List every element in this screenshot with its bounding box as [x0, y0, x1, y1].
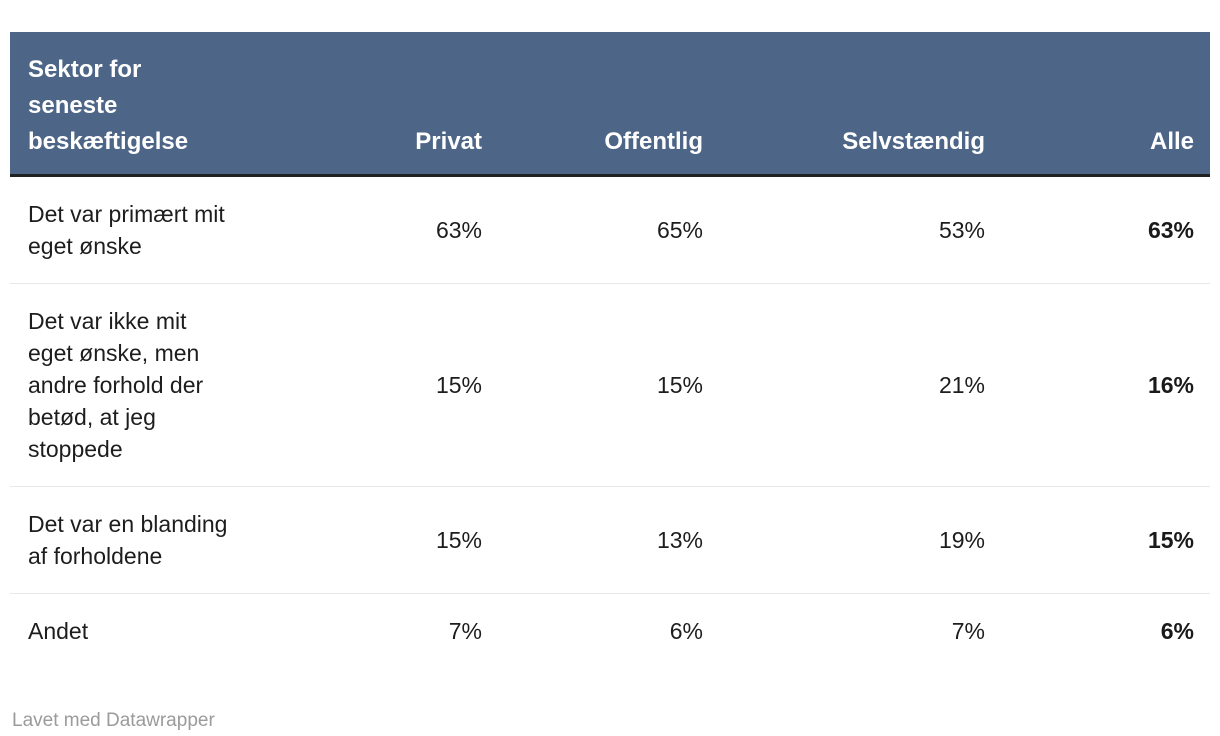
header-label-column: Sektor for seneste beskæftigelse: [10, 32, 305, 177]
cell-privat: 7%: [448, 618, 482, 644]
cell-offentlig: 15%: [492, 283, 713, 487]
header-row: Sektor for seneste beskæftigelse Privat …: [10, 32, 1210, 177]
header-col-offentlig: Offentlig: [492, 32, 713, 177]
cell-offentlig: 6%: [669, 618, 703, 644]
datawrapper-attribution-link[interactable]: Lavet med Datawrapper: [12, 710, 215, 731]
header-label-text: Sektor for seneste beskæftigelse: [28, 56, 189, 155]
table-row-andet: Andet 7% 6% 7% 6%: [10, 594, 1210, 669]
row-label: Det var en blanding af forholdene: [10, 486, 305, 594]
row-label-text: Andet: [28, 618, 89, 644]
table-row-ikke-eget-onske: Det var ikke mit eget ønske, men andre f…: [10, 283, 1210, 487]
cell-privat: 63%: [305, 175, 492, 284]
cell-alle: 6%: [1160, 618, 1194, 644]
cell-selvstaendig: 53%: [713, 175, 995, 284]
cell-selvstaendig: 21%: [713, 283, 995, 487]
table-row-primaert-eget-onske: Det var primært mit eget ønske 63% 65% 5…: [10, 175, 1210, 284]
row-label: Det var ikke mit eget ønske, men andre f…: [10, 283, 305, 487]
header-col-privat: Privat: [305, 32, 492, 177]
row-label-text: Det var ikke mit eget ønske, men andre f…: [28, 308, 204, 462]
cell-offentlig: 65%: [492, 175, 713, 284]
data-table: Sektor for seneste beskæftigelse Privat …: [10, 32, 1210, 668]
header-col-alle: Alle: [995, 32, 1210, 177]
row-label: Andet: [10, 594, 305, 669]
row-label: Det var primært mit eget ønske: [10, 175, 305, 284]
cell-selvstaendig: 7%: [951, 618, 985, 644]
cell-privat: 15%: [305, 486, 492, 594]
cell-alle: 16%: [995, 283, 1210, 487]
cell-privat: 15%: [305, 283, 492, 487]
cell-offentlig: 13%: [492, 486, 713, 594]
row-label-text: Det var en blanding af forholdene: [28, 511, 228, 569]
cell-alle: 15%: [995, 486, 1210, 594]
table-row-blanding-af-forholdene: Det var en blanding af forholdene 15% 13…: [10, 486, 1210, 594]
cell-selvstaendig: 19%: [713, 486, 995, 594]
header-col-selvstaendig: Selvstændig: [713, 32, 995, 177]
cell-alle: 63%: [995, 175, 1210, 284]
row-label-text: Det var primært mit eget ønske: [28, 201, 225, 259]
